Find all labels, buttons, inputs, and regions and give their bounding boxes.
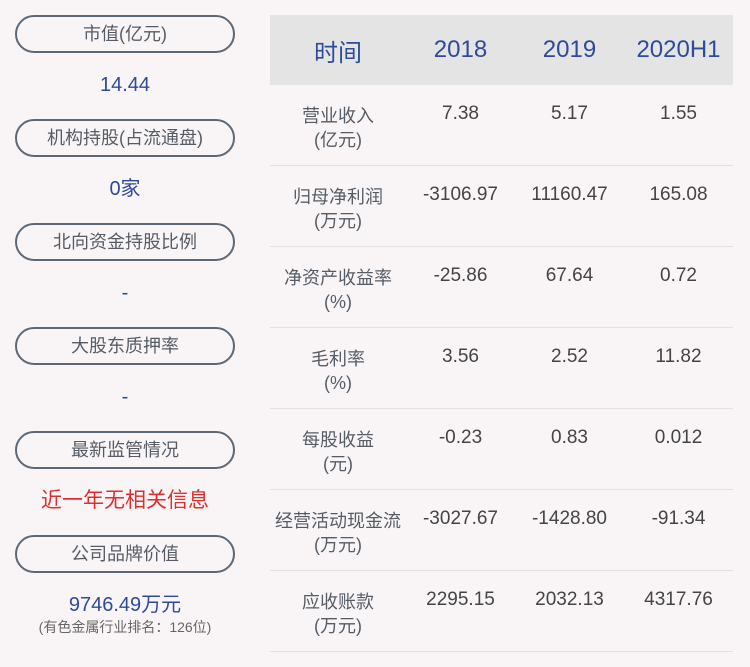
table-cell: 7.38 [442, 103, 479, 124]
row-label: 应收账款 (万元) [270, 571, 406, 651]
row-label-name: 净资产收益率 [284, 268, 392, 288]
row-label: 经营活动现金流 (万元) [270, 490, 406, 570]
financial-table: 时间 2018 2019 2020H1 营业收入 (亿元) 7.38 5.17 1.5… [270, 15, 733, 652]
row-label-unit: (亿元) [314, 130, 362, 150]
table-cell: -3106.97 [422, 184, 498, 205]
metric-label: 最新监管情况 [15, 431, 235, 469]
row-label-unit: (元) [323, 454, 353, 474]
metric-label: 机构持股(占流通盘) [15, 119, 235, 157]
metric-label: 大股东质押率 [15, 327, 235, 365]
header-2020h1: 2020H1 [636, 36, 721, 63]
table-cell: 67.64 [545, 265, 594, 286]
table-cell: -3027.67 [422, 508, 498, 529]
row-label-name: 每股收益 [302, 430, 374, 450]
header-time: 时间 [314, 39, 362, 67]
row-label-name: 营业收入 [302, 106, 374, 126]
row-label-unit: (万元) [314, 535, 362, 555]
row-label: 净资产收益率 (%) [270, 247, 406, 327]
table-cell: 0.83 [551, 427, 588, 448]
row-label-name: 归母净利润 [293, 187, 383, 207]
table-row: 净资产收益率 (%) -25.86 67.64 0.72 [270, 247, 733, 328]
table-cell: 11160.47 [531, 184, 608, 205]
metric-value: - [121, 386, 129, 408]
metric-note: (有色金属行业排名：126位) [38, 619, 212, 635]
table-cell: 2295.15 [426, 589, 495, 610]
metric-label: 北向资金持股比例 [15, 223, 235, 261]
table-cell: 5.17 [551, 103, 588, 124]
row-label-name: 毛利率 [311, 349, 365, 369]
table-row: 经营活动现金流 (万元) -3027.67 -1428.80 -91.34 [270, 490, 733, 571]
row-label: 归母净利润 (万元) [270, 166, 406, 246]
table-row: 营业收入 (亿元) 7.38 5.17 1.55 [270, 85, 733, 166]
row-label: 营业收入 (亿元) [270, 85, 406, 165]
table-cell: -25.86 [433, 265, 488, 286]
metric-value: 近一年无相关信息 [41, 489, 209, 512]
table-row: 每股收益 (元) -0.23 0.83 0.012 [270, 409, 733, 490]
table-row: 归母净利润 (万元) -3106.97 11160.47 165.08 [270, 166, 733, 247]
metric-value: 0家 [109, 178, 141, 200]
header-2018: 2018 [433, 36, 488, 63]
table-row: 应收账款 (万元) 2295.15 2032.13 4317.76 [270, 571, 733, 652]
metric-label: 公司品牌价值 [15, 535, 235, 573]
row-label-unit: (%) [324, 292, 352, 312]
row-label-unit: (%) [324, 373, 352, 393]
table-header: 时间 2018 2019 2020H1 [270, 15, 733, 85]
row-label-name: 经营活动现金流 [275, 511, 401, 531]
table-cell: 11.82 [655, 346, 702, 367]
row-label-unit: (万元) [314, 211, 362, 231]
metric-value: 14.44 [99, 74, 151, 96]
table-cell: 4317.76 [644, 589, 713, 610]
row-label-name: 应收账款 [302, 592, 374, 612]
row-label-unit: (万元) [314, 616, 362, 636]
table-cell: 1.55 [660, 103, 697, 124]
table-cell: 3.56 [442, 346, 479, 367]
table-cell: 2.52 [551, 346, 588, 367]
header-2019: 2019 [542, 36, 597, 63]
metric-value: 9746.49万元 [68, 594, 182, 616]
metric-label: 市值(亿元) [15, 15, 235, 53]
table-cell: 165.08 [649, 184, 708, 205]
row-label: 每股收益 (元) [270, 409, 406, 489]
table-cell: -0.23 [438, 427, 483, 448]
table-cell: 2032.13 [535, 589, 604, 610]
table-cell: 0.012 [654, 427, 703, 448]
table-cell: 0.72 [660, 265, 697, 286]
row-label: 毛利率 (%) [270, 328, 406, 408]
table-row: 毛利率 (%) 3.56 2.52 11.82 [270, 328, 733, 409]
table-cell: -1428.80 [531, 508, 607, 529]
table-cell: -91.34 [651, 508, 706, 529]
metric-value: - [121, 282, 129, 304]
